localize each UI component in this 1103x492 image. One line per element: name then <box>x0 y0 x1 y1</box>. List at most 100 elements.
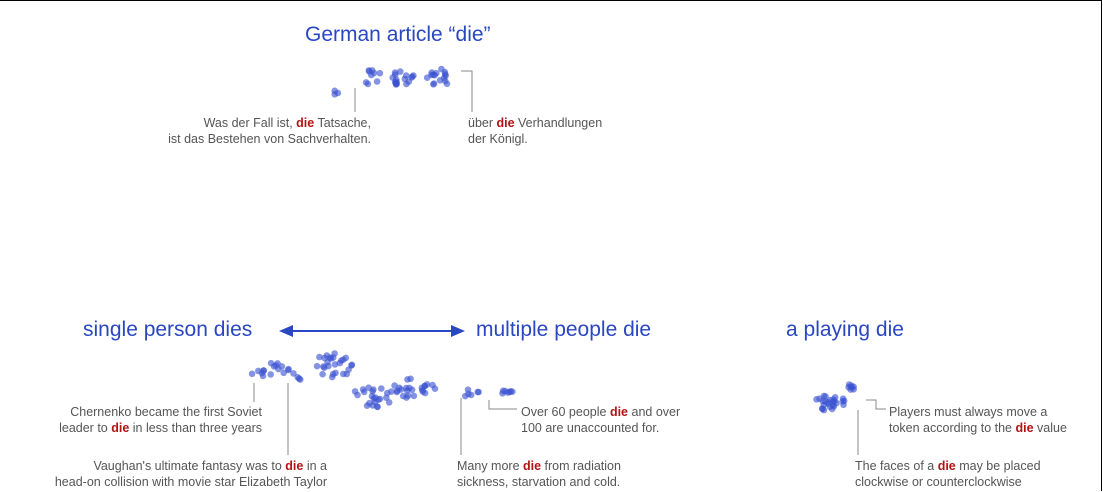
highlight-word: die <box>937 459 956 473</box>
embedding-point <box>419 388 427 395</box>
embedding-point <box>404 376 411 383</box>
sentence-line: Over 60 people die and over <box>521 405 681 419</box>
highlight-word: die <box>111 421 130 435</box>
embedding-point <box>430 80 438 87</box>
leader-lines <box>253 70 886 455</box>
embedding-point <box>391 382 398 389</box>
embedding-point <box>845 381 853 388</box>
embedding-point <box>401 75 409 83</box>
embedding-point <box>267 371 275 378</box>
example-sentence: The faces of a die may be placed clockwi… <box>855 458 1041 490</box>
group-title-german-article: German article “die” <box>305 23 491 46</box>
sentence-line: head-on collision with movie star Elizab… <box>54 475 327 489</box>
highlight-word: die <box>1015 421 1034 435</box>
arrow-right-icon <box>451 325 465 337</box>
embedding-point <box>290 370 297 377</box>
highlight-word: die <box>296 116 315 130</box>
sentence-line: sickness, starvation and cold. <box>457 475 621 489</box>
sentence-line: Was der Fall ist, die Tatsache, <box>203 116 371 130</box>
embedding-point <box>321 354 328 362</box>
embedding-point <box>348 361 356 369</box>
embedding-point <box>378 385 385 392</box>
example-sentence: Was der Fall ist, die Tatsache, ist das … <box>168 115 371 147</box>
embedding-point <box>438 65 445 73</box>
sentence-line: ist das Bestehen von Sachverhalten. <box>168 132 371 146</box>
embedding-point <box>501 387 509 395</box>
cluster-points <box>248 65 857 414</box>
embedding-point <box>316 353 323 361</box>
example-sentence: Vaughan's ultimate fantasy was to die in… <box>55 458 327 490</box>
highlight-word: die <box>285 459 304 473</box>
embedding-point <box>830 398 837 406</box>
contrast-arrow <box>279 325 465 337</box>
embedding-point <box>267 359 275 367</box>
embedding-point <box>258 369 266 377</box>
embedding-point <box>410 392 418 400</box>
embedding-point <box>429 381 436 389</box>
embedding-point <box>423 381 431 388</box>
embedding-point <box>464 386 472 394</box>
embedding-point <box>383 394 390 402</box>
highlight-word: die <box>496 116 515 130</box>
sentence-line: Chernenko became the first Soviet <box>70 405 262 419</box>
arrow-left-icon <box>279 325 293 337</box>
sentence-line: The faces of a die may be placed <box>855 459 1041 473</box>
embedding-point <box>822 393 829 400</box>
sentence-line: token according to the die value <box>889 421 1067 435</box>
embedding-point <box>365 384 372 392</box>
group-title-multiple-people-die: multiple people die <box>476 318 652 341</box>
group-title-single-person-dies: single person dies <box>83 318 253 341</box>
embedding-point <box>474 388 482 396</box>
sentence-line: Many more die from radiation <box>457 459 621 473</box>
sentence-line: über die Verhandlungen <box>468 116 603 130</box>
embedding-point <box>331 87 339 95</box>
embedding-point <box>392 81 400 88</box>
embedding-point <box>816 395 823 403</box>
embedding-point <box>332 369 339 377</box>
embedding-point <box>440 74 448 82</box>
embedding-point <box>321 364 328 372</box>
embedding-point <box>391 69 399 76</box>
embedding-point <box>403 394 410 401</box>
embedding-point <box>819 405 826 413</box>
embedding-point <box>376 69 384 77</box>
embedding-point <box>822 398 829 405</box>
embedding-point <box>278 363 286 370</box>
embedding-point <box>467 391 475 399</box>
embedding-point <box>295 375 303 382</box>
embedding-point <box>397 68 404 75</box>
sentence-line: 100 are unaccounted for. <box>521 421 660 435</box>
example-sentence: über die Verhandlungen der Königl. <box>468 115 602 147</box>
embedding-point <box>313 362 321 370</box>
highlight-word: die <box>523 459 542 473</box>
embedding-point <box>397 386 405 393</box>
example-sentence: Chernenko became the first Soviet leader… <box>59 404 262 436</box>
embedding-point <box>369 402 376 409</box>
embedding-point <box>319 370 326 378</box>
embedding-point <box>373 78 381 85</box>
sentence-line: Vaughan's ultimate fantasy was to die in… <box>93 459 327 473</box>
embedding-point <box>365 68 373 75</box>
embedding-point <box>285 366 292 374</box>
leader-line <box>461 70 473 112</box>
embedding-point <box>403 384 410 392</box>
leader-line <box>488 400 517 410</box>
embedding-point <box>359 386 367 393</box>
example-sentence: Players must always move a token accordi… <box>889 404 1067 436</box>
embedding-point <box>462 392 469 400</box>
embedding-point <box>431 71 439 79</box>
embedding-point <box>840 401 847 409</box>
sentence-line: leader to die in less than three years <box>59 421 262 435</box>
embedding-point <box>388 388 395 395</box>
example-sentence: Many more die from radiation sickness, s… <box>457 458 621 490</box>
embedding-point <box>362 79 370 86</box>
embedding-point <box>331 350 338 357</box>
group-title-playing-die: a playing die <box>786 318 904 341</box>
leader-line <box>866 399 886 410</box>
sentence-line: der Königl. <box>468 132 528 146</box>
embedding-point <box>340 370 347 378</box>
example-sentence: Over 60 people die and over 100 are unac… <box>521 404 680 436</box>
embedding-point <box>826 403 834 411</box>
